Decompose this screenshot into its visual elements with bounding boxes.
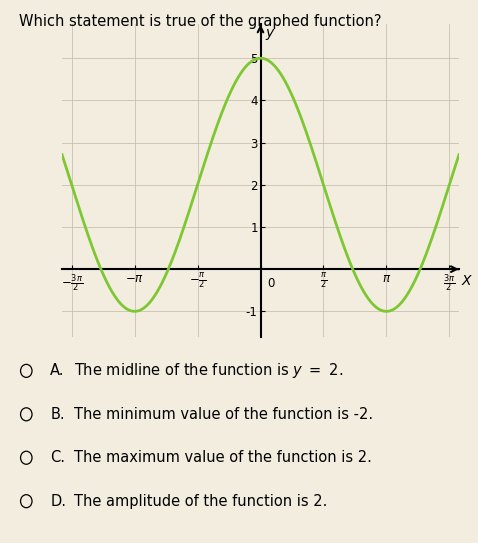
Text: The minimum value of the function is -2.: The minimum value of the function is -2.: [74, 407, 373, 422]
Text: The amplitude of the function is 2.: The amplitude of the function is 2.: [74, 494, 327, 509]
Text: A.: A.: [50, 363, 65, 378]
Text: $X$: $X$: [461, 274, 473, 288]
Text: The maximum value of the function is 2.: The maximum value of the function is 2.: [74, 450, 372, 465]
Text: Which statement is true of the graphed function?: Which statement is true of the graphed f…: [19, 14, 381, 29]
Text: The midline of the function is $y\ =\ 2$.: The midline of the function is $y\ =\ 2$…: [74, 362, 343, 380]
Text: $0$: $0$: [267, 277, 275, 290]
Text: D.: D.: [50, 494, 66, 509]
Text: B.: B.: [50, 407, 65, 422]
Text: C.: C.: [50, 450, 65, 465]
Text: $y$: $y$: [265, 27, 276, 42]
